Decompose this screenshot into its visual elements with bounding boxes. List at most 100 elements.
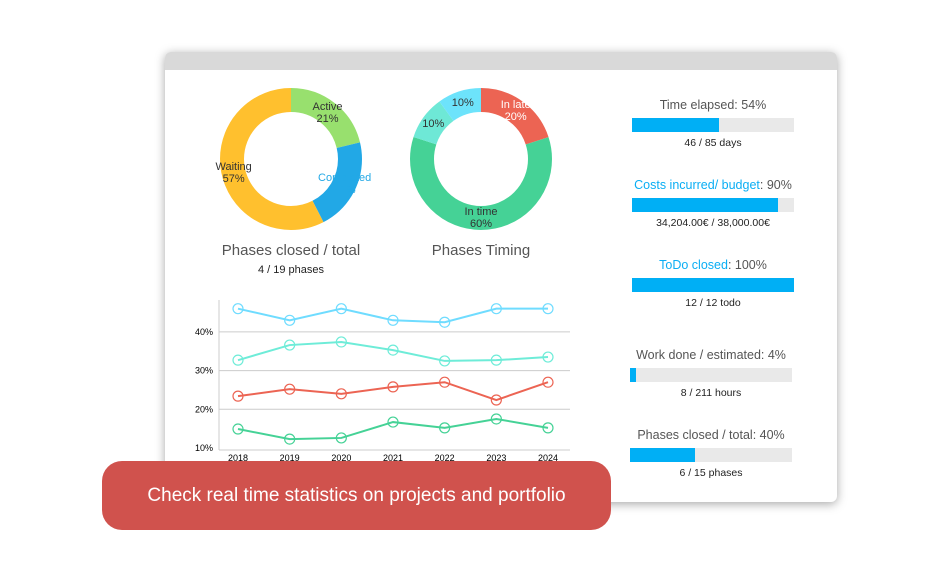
data-point	[542, 376, 554, 388]
series-line	[237, 417, 549, 441]
stat-label-text: : 100%	[727, 258, 767, 272]
series-line	[237, 381, 549, 402]
x-tick-label: 2023	[486, 453, 506, 463]
data-point	[232, 423, 244, 435]
data-point	[232, 354, 244, 366]
progress-fill	[630, 368, 637, 382]
data-point	[439, 422, 451, 434]
slice-percent: 21%	[333, 183, 356, 196]
progress-fill	[632, 118, 720, 132]
data-point	[387, 344, 399, 356]
data-point	[284, 433, 296, 445]
slice-percent: 10%	[422, 118, 445, 131]
data-point	[490, 354, 502, 366]
data-point	[335, 336, 347, 348]
series-line	[237, 307, 548, 324]
y-tick-label: 10%	[195, 443, 213, 453]
stat-label-text: : 90%	[759, 178, 792, 192]
slice-percent: 57%	[222, 172, 245, 185]
slice-label: Completed	[318, 171, 372, 184]
banner-text: Check real time statistics on projects a…	[147, 484, 566, 506]
slice-percent: 60%	[469, 218, 493, 230]
data-point	[387, 314, 399, 326]
stat-item: Phases closed / total: 40% 6 / 15 phases	[630, 428, 792, 479]
stat-label: Time elapsed: 54%	[632, 98, 794, 112]
data-point	[335, 303, 347, 315]
data-point	[284, 314, 296, 326]
data-point	[284, 339, 296, 351]
donut_timing-slice-label: In time 60%	[464, 206, 497, 230]
donut_closed-slice-label: Waiting 57%	[216, 161, 252, 185]
x-tick-label: 2019	[280, 453, 300, 463]
slice-percent: 10%	[451, 96, 474, 109]
window-titlebar	[165, 52, 837, 70]
stat-label-text: Phases closed / total: 40%	[637, 428, 785, 442]
x-tick-label: 2022	[435, 453, 455, 463]
donut_timing-slice	[410, 88, 552, 230]
slice-percent: 20%	[504, 111, 527, 124]
progress-bar	[632, 198, 794, 212]
progress-bar	[632, 118, 794, 132]
progress-bar	[632, 278, 794, 292]
data-point	[387, 416, 399, 428]
stat-label: Phases closed / total: 40%	[630, 428, 792, 442]
stat-value: 8 / 211 hours	[680, 387, 742, 399]
progress-fill	[632, 278, 794, 292]
y-tick-label: 30%	[195, 366, 213, 376]
data-point	[439, 376, 451, 388]
data-point	[542, 351, 554, 363]
data-point	[542, 422, 554, 434]
slice-label: Active	[312, 100, 343, 113]
slice-percent: 21%	[316, 112, 339, 125]
stat-label: Costs incurred/ budget: 90%	[632, 178, 794, 192]
stat-label-link[interactable]: Costs incurred/ budget	[634, 178, 760, 192]
phases-closed-title: Phases closed / total	[221, 242, 361, 259]
stat-item: Costs incurred/ budget: 90% 34,204.00€ /…	[632, 178, 794, 229]
data-point	[490, 413, 502, 425]
donut_closed-slice	[220, 88, 362, 230]
stat-item: Time elapsed: 54% 46 / 85 days	[632, 98, 794, 149]
y-tick-label: 40%	[195, 327, 213, 337]
x-tick-label: 2024	[538, 453, 558, 463]
phases-closed-subtitle: 4 / 19 phases	[257, 264, 325, 276]
y-tick-label: 20%	[195, 404, 213, 414]
slice-label: In late	[500, 99, 531, 112]
progress-fill	[630, 448, 695, 462]
stat-label-link[interactable]: ToDo closed	[659, 258, 728, 272]
progress-bar	[630, 448, 792, 462]
stat-label: Work done / estimated: 4%	[630, 348, 792, 362]
progress-bar	[630, 368, 792, 382]
stat-label: ToDo closed: 100%	[632, 258, 794, 272]
donut_timing-slice-label: 10%	[452, 97, 474, 109]
stat-value: 6 / 15 phases	[679, 467, 743, 479]
stat-value: 34,204.00€ / 38,000.00€	[656, 217, 770, 229]
data-point	[439, 355, 451, 367]
progress-fill	[632, 198, 778, 212]
x-tick-label: 2018	[228, 453, 248, 463]
stat-value: 12 / 12 todo	[685, 297, 741, 309]
data-point	[542, 303, 554, 315]
donut_closed-slice-label: Active 21%	[312, 101, 342, 125]
data-point	[335, 388, 347, 400]
stat-label-text: Time elapsed: 54%	[659, 98, 767, 112]
donut_closed-slice	[220, 88, 362, 230]
stat-item: ToDo closed: 100% 12 / 12 todo	[632, 258, 794, 309]
x-tick-label: 2020	[331, 453, 351, 463]
data-point	[490, 303, 502, 315]
slice-label: Waiting	[215, 160, 252, 173]
donut_closed-slice-label: Completed 21%	[318, 172, 371, 196]
phases-timing-title: Phases Timing	[431, 242, 531, 259]
data-point	[439, 316, 451, 328]
data-point	[232, 390, 244, 402]
slice-label: In time	[464, 206, 498, 218]
data-point	[490, 394, 502, 406]
donut_timing-slice	[410, 88, 552, 230]
stat-label-text: Work done / estimated: 4%	[636, 348, 786, 362]
x-tick-label: 2021	[383, 453, 403, 463]
donut_timing-slice-label: 10%	[422, 118, 444, 130]
data-point	[335, 432, 347, 444]
series-line	[237, 340, 549, 362]
data-point	[387, 381, 399, 393]
data-point	[232, 303, 244, 315]
